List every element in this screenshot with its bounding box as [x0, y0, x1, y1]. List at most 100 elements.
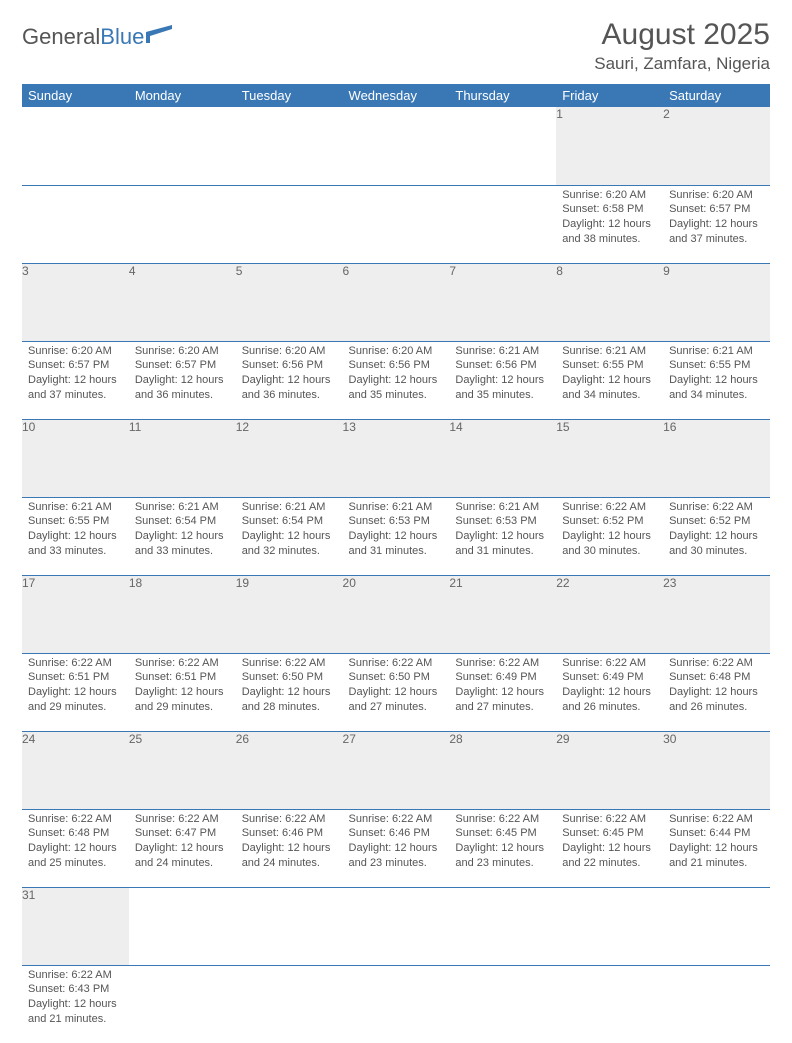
day-details: Sunrise: 6:21 AMSunset: 6:56 PMDaylight:… — [449, 342, 556, 407]
day-cell — [556, 965, 663, 1043]
day-number-cell: 5 — [236, 263, 343, 341]
day-content-row: Sunrise: 6:22 AMSunset: 6:51 PMDaylight:… — [22, 653, 770, 731]
day-detail-line: Sunrise: 6:21 AM — [455, 500, 550, 515]
day-details: Sunrise: 6:22 AMSunset: 6:51 PMDaylight:… — [22, 654, 129, 719]
day-detail-line: Sunset: 6:54 PM — [135, 514, 230, 529]
day-detail-line: Sunset: 6:52 PM — [669, 514, 764, 529]
day-detail-line: Sunrise: 6:20 AM — [28, 344, 123, 359]
day-details: Sunrise: 6:20 AMSunset: 6:57 PMDaylight:… — [22, 342, 129, 407]
day-cell: Sunrise: 6:20 AMSunset: 6:57 PMDaylight:… — [22, 341, 129, 419]
day-detail-line: and 31 minutes. — [349, 544, 444, 559]
day-number-cell: 27 — [343, 731, 450, 809]
day-detail-line: and 33 minutes. — [135, 544, 230, 559]
day-detail-line: Daylight: 12 hours — [455, 685, 550, 700]
logo-text-blue: Blue — [100, 24, 144, 50]
day-number-row: 3456789 — [22, 263, 770, 341]
day-details: Sunrise: 6:20 AMSunset: 6:57 PMDaylight:… — [129, 342, 236, 407]
flag-icon — [146, 25, 172, 43]
day-details: Sunrise: 6:21 AMSunset: 6:54 PMDaylight:… — [129, 498, 236, 563]
day-detail-line: Sunrise: 6:20 AM — [242, 344, 337, 359]
day-detail-line: Daylight: 12 hours — [455, 529, 550, 544]
day-cell: Sunrise: 6:20 AMSunset: 6:56 PMDaylight:… — [236, 341, 343, 419]
day-cell: Sunrise: 6:21 AMSunset: 6:53 PMDaylight:… — [343, 497, 450, 575]
day-details: Sunrise: 6:22 AMSunset: 6:45 PMDaylight:… — [556, 810, 663, 875]
day-number-cell: 29 — [556, 731, 663, 809]
day-detail-line: Sunrise: 6:22 AM — [28, 968, 123, 983]
day-detail-line: Daylight: 12 hours — [669, 373, 764, 388]
calendar-table: SundayMondayTuesdayWednesdayThursdayFrid… — [22, 84, 770, 1043]
day-detail-line: Daylight: 12 hours — [349, 529, 444, 544]
day-detail-line: Sunrise: 6:22 AM — [455, 656, 550, 671]
day-details: Sunrise: 6:21 AMSunset: 6:55 PMDaylight:… — [556, 342, 663, 407]
day-detail-line: Sunset: 6:50 PM — [242, 670, 337, 685]
day-detail-line: Sunrise: 6:22 AM — [349, 812, 444, 827]
weekday-header: Thursday — [449, 84, 556, 107]
day-cell — [236, 965, 343, 1043]
day-detail-line: Sunset: 6:49 PM — [455, 670, 550, 685]
day-details: Sunrise: 6:20 AMSunset: 6:56 PMDaylight:… — [236, 342, 343, 407]
day-detail-line: Sunset: 6:55 PM — [562, 358, 657, 373]
day-detail-line: Daylight: 12 hours — [135, 685, 230, 700]
day-number-cell: 26 — [236, 731, 343, 809]
day-cell: Sunrise: 6:20 AMSunset: 6:57 PMDaylight:… — [663, 185, 770, 263]
day-detail-line: Sunrise: 6:21 AM — [242, 500, 337, 515]
day-detail-line: Daylight: 12 hours — [669, 217, 764, 232]
day-details: Sunrise: 6:21 AMSunset: 6:53 PMDaylight:… — [449, 498, 556, 563]
day-detail-line: Daylight: 12 hours — [669, 841, 764, 856]
day-cell: Sunrise: 6:22 AMSunset: 6:44 PMDaylight:… — [663, 809, 770, 887]
day-details: Sunrise: 6:22 AMSunset: 6:50 PMDaylight:… — [343, 654, 450, 719]
day-detail-line: and 24 minutes. — [242, 856, 337, 871]
day-detail-line: and 36 minutes. — [242, 388, 337, 403]
day-detail-line: Sunrise: 6:20 AM — [349, 344, 444, 359]
day-detail-line: Sunrise: 6:21 AM — [669, 344, 764, 359]
day-detail-line: Sunrise: 6:22 AM — [28, 656, 123, 671]
day-detail-line: and 23 minutes. — [349, 856, 444, 871]
day-number-cell — [449, 107, 556, 185]
day-number-cell: 11 — [129, 419, 236, 497]
day-number-cell: 8 — [556, 263, 663, 341]
day-number-cell: 18 — [129, 575, 236, 653]
day-content-row: Sunrise: 6:21 AMSunset: 6:55 PMDaylight:… — [22, 497, 770, 575]
day-number-cell: 28 — [449, 731, 556, 809]
day-detail-line: Sunset: 6:57 PM — [669, 202, 764, 217]
day-cell: Sunrise: 6:22 AMSunset: 6:51 PMDaylight:… — [129, 653, 236, 731]
day-detail-line: Sunset: 6:44 PM — [669, 826, 764, 841]
day-detail-line: Sunrise: 6:22 AM — [669, 812, 764, 827]
day-detail-line: Sunrise: 6:21 AM — [455, 344, 550, 359]
day-detail-line: Sunrise: 6:22 AM — [242, 656, 337, 671]
day-number-cell: 19 — [236, 575, 343, 653]
day-detail-line: Sunset: 6:48 PM — [669, 670, 764, 685]
day-detail-line: Daylight: 12 hours — [28, 529, 123, 544]
day-detail-line: Sunset: 6:54 PM — [242, 514, 337, 529]
day-cell — [663, 965, 770, 1043]
day-cell: Sunrise: 6:21 AMSunset: 6:54 PMDaylight:… — [129, 497, 236, 575]
day-number-cell: 20 — [343, 575, 450, 653]
day-detail-line: Sunset: 6:48 PM — [28, 826, 123, 841]
day-number-cell — [236, 107, 343, 185]
logo-text-general: General — [22, 24, 100, 50]
day-detail-line: and 27 minutes. — [455, 700, 550, 715]
month-title: August 2025 — [594, 18, 770, 52]
day-detail-line: Daylight: 12 hours — [669, 529, 764, 544]
day-content-row: Sunrise: 6:22 AM Sunset: 6:48 PM Daylight:… — [22, 809, 770, 887]
day-detail-line: and 22 minutes. — [562, 856, 657, 871]
day-detail-line: Sunrise: 6:22 AM — [562, 812, 657, 827]
day-detail-line: and 37 minutes. — [669, 232, 764, 247]
day-number-row: 24252627282930 — [22, 731, 770, 809]
day-number-cell: 17 — [22, 575, 129, 653]
day-detail-line: and 34 minutes. — [669, 388, 764, 403]
day-detail-line: and 26 minutes. — [562, 700, 657, 715]
day-details: Sunrise: 6:21 AMSunset: 6:53 PMDaylight:… — [343, 498, 450, 563]
day-cell: Sunrise: 6:21 AMSunset: 6:56 PMDaylight:… — [449, 341, 556, 419]
day-detail-line: Daylight: 12 hours — [562, 217, 657, 232]
day-detail-line: Sunrise: 6:20 AM — [669, 188, 764, 203]
day-detail-line: Daylight: 12 hours — [562, 373, 657, 388]
day-detail-line: Sunset: 6:43 PM — [28, 982, 123, 997]
day-detail-line: Daylight: 12 hours — [28, 685, 123, 700]
day-details: Sunrise: 6:21 AMSunset: 6:54 PMDaylight:… — [236, 498, 343, 563]
day-details: Sunrise: 6:22 AMSunset: 6:47 PMDaylight:… — [129, 810, 236, 875]
day-detail-line: Sunrise: 6:22 AM — [455, 812, 550, 827]
weekday-header: Wednesday — [343, 84, 450, 107]
day-cell — [22, 185, 129, 263]
weekday-header: Friday — [556, 84, 663, 107]
